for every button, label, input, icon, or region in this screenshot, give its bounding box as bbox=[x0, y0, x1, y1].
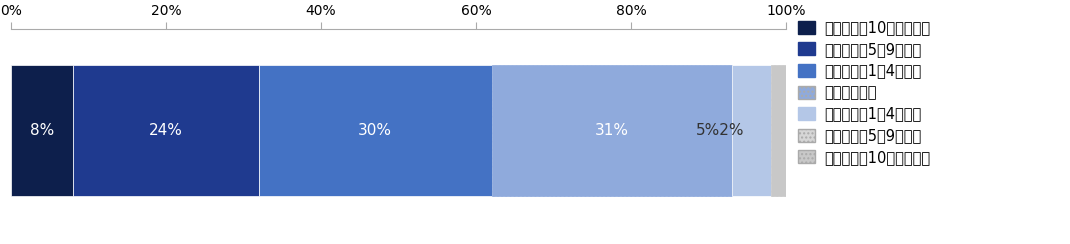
Text: 8%: 8% bbox=[30, 123, 54, 138]
Legend: 実年齢より10歳以上若い, 実年齢より5～9歳若い, 実年齢より1～4歳若い, 実年齢と同じ, 実年齢より1～4歳年上, 実年齢より5～9歳年上, 実年齢より1: 実年齢より10歳以上若い, 実年齢より5～9歳若い, 実年齢より1～4歳若い, … bbox=[797, 20, 930, 165]
Text: 31%: 31% bbox=[595, 123, 629, 138]
Text: 30%: 30% bbox=[358, 123, 393, 138]
Bar bbox=[259, 65, 491, 196]
Bar bbox=[732, 65, 771, 196]
Bar bbox=[770, 65, 786, 196]
Text: 24%: 24% bbox=[149, 123, 183, 138]
Bar bbox=[11, 65, 73, 196]
Bar bbox=[491, 65, 732, 196]
Text: 5%2%: 5%2% bbox=[697, 123, 745, 138]
Bar bbox=[73, 65, 259, 196]
